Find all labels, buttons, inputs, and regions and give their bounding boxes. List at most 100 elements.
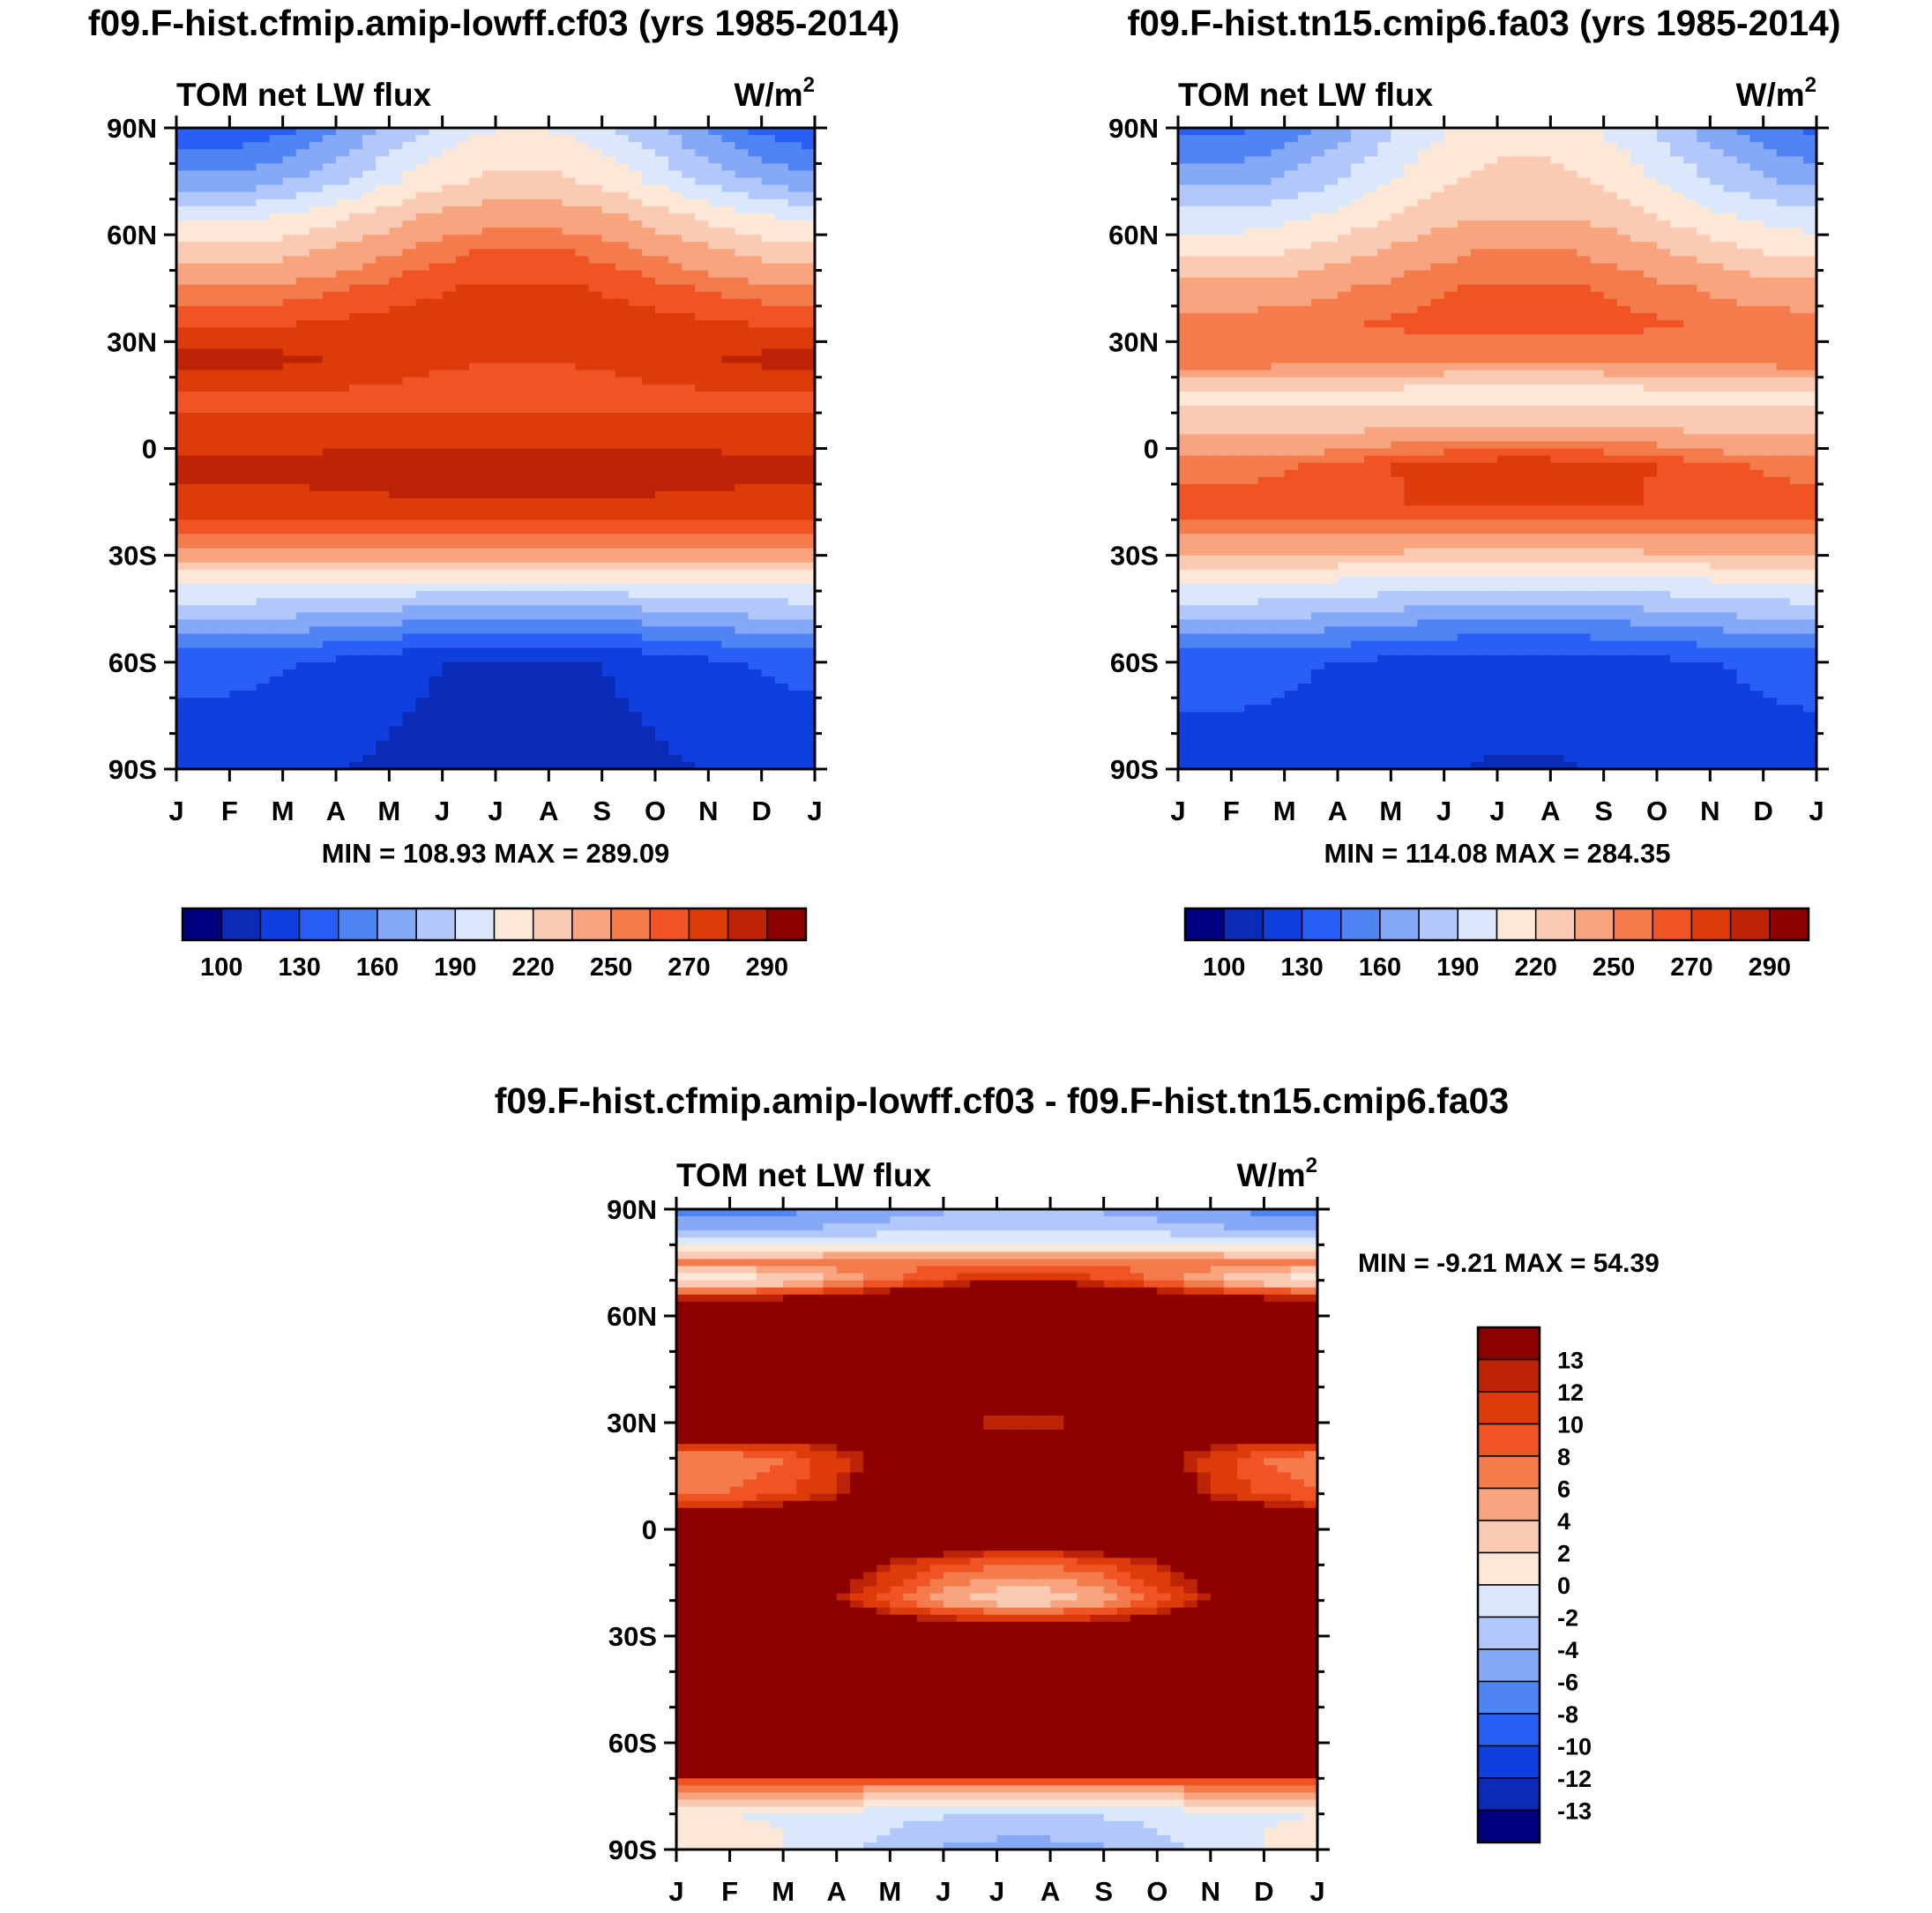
heatmap-cell	[216, 413, 230, 421]
heatmap-cell	[655, 548, 669, 557]
heatmap-cell	[216, 555, 230, 564]
heatmap-cell	[269, 284, 284, 293]
heatmap-cell	[1590, 142, 1605, 150]
heatmap-cell	[575, 512, 590, 520]
heatmap-cell	[468, 619, 483, 628]
heatmap-cell	[641, 619, 656, 628]
heatmap-cell	[295, 220, 310, 228]
heatmap-cell	[295, 598, 310, 606]
heatmap-cell	[548, 476, 563, 485]
heatmap-cell	[1763, 177, 1778, 186]
heatmap-cell	[376, 476, 390, 485]
heatmap-cell	[322, 619, 337, 628]
heatmap-cell	[1802, 142, 1817, 150]
heatmap-cell	[481, 476, 496, 485]
heatmap-cell	[801, 177, 816, 186]
heatmap-cell	[336, 562, 350, 571]
heatmap-cell	[774, 406, 789, 414]
heatmap-cell	[735, 149, 750, 157]
heatmap-cell	[362, 733, 377, 742]
heatmap-cell	[588, 548, 603, 557]
heatmap-cell	[322, 398, 337, 407]
heatmap-cell	[429, 270, 444, 279]
heatmap-cell	[468, 370, 483, 378]
heatmap-cell	[216, 256, 230, 265]
heatmap-cell	[336, 270, 350, 279]
heatmap-cell	[309, 313, 324, 321]
heatmap-cell	[242, 476, 257, 485]
heatmap-cell	[748, 719, 763, 728]
heatmap-cell	[668, 569, 683, 578]
heatmap-cell	[1749, 135, 1764, 143]
heatmap-cell	[509, 406, 523, 414]
x-tick-label: S	[593, 796, 611, 826]
heatmap-cell	[721, 498, 736, 506]
heatmap-cell	[389, 519, 404, 527]
heatmap-cell	[1524, 184, 1538, 193]
heatmap-cell	[509, 277, 523, 286]
heatmap-cell	[389, 612, 404, 620]
heatmap-cell	[176, 490, 190, 499]
heatmap-cell	[362, 527, 377, 535]
heatmap-cell	[242, 562, 257, 571]
heatmap-cell	[1457, 177, 1472, 186]
heatmap-cell	[282, 249, 297, 257]
heatmap-cell	[481, 370, 496, 378]
heatmap-cell	[748, 569, 763, 578]
heatmap-cell	[535, 534, 549, 542]
heatmap-cell	[481, 228, 496, 235]
heatmap-cell	[468, 512, 483, 520]
heatmap-cell	[190, 698, 204, 706]
heatmap-cell	[256, 534, 271, 542]
heatmap-cell	[682, 462, 696, 471]
heatmap-cell	[1603, 198, 1618, 207]
heatmap-cell	[389, 562, 404, 571]
heatmap-cell	[468, 483, 483, 492]
heatmap-cell	[415, 448, 430, 457]
heatmap-cell	[1470, 156, 1485, 164]
heatmap-cell	[761, 626, 776, 635]
heatmap-cell	[682, 705, 696, 713]
heatmap-cell	[535, 135, 549, 143]
heatmap-cell	[628, 512, 643, 520]
heatmap-cell	[190, 398, 204, 407]
heatmap-cell	[282, 377, 297, 385]
heatmap-cell	[575, 583, 590, 592]
heatmap-cell	[628, 305, 643, 314]
heatmap-cell	[774, 149, 789, 157]
heatmap-cell	[295, 754, 310, 763]
heatmap-cell	[787, 555, 802, 564]
heatmap-cell	[1723, 149, 1738, 157]
heatmap-cell	[641, 277, 656, 286]
heatmap-cell	[442, 313, 457, 321]
heatmap-cell	[1736, 135, 1751, 143]
heatmap-cell	[761, 462, 776, 471]
heatmap-cell	[708, 733, 723, 742]
heatmap-cell	[389, 220, 404, 228]
heatmap-cell	[203, 334, 217, 342]
heatmap-cell	[176, 305, 190, 314]
heatmap-cell	[481, 527, 496, 535]
heatmap-cell	[455, 156, 470, 164]
heatmap-cell	[509, 341, 523, 350]
heatmap-cell	[295, 747, 310, 756]
heatmap-cell	[468, 348, 483, 357]
heatmap-cell	[761, 263, 776, 272]
heatmap-cell	[429, 534, 444, 542]
heatmap-cell	[787, 733, 802, 742]
heatmap-cell	[322, 170, 337, 179]
heatmap-cell	[1218, 142, 1232, 150]
heatmap-cell	[787, 726, 802, 735]
heatmap-cell	[455, 576, 470, 585]
heatmap-cell	[362, 205, 377, 214]
heatmap-cell	[389, 691, 404, 699]
heatmap-cell	[668, 555, 683, 564]
heatmap-cell	[1404, 156, 1419, 164]
heatmap-cell	[1630, 177, 1645, 186]
heatmap-cell	[190, 669, 204, 677]
heatmap-cell	[468, 298, 483, 307]
heatmap-cell	[376, 548, 390, 557]
heatmap-cell	[655, 512, 669, 520]
heatmap-cell	[468, 249, 483, 257]
heatmap-cell	[682, 562, 696, 571]
